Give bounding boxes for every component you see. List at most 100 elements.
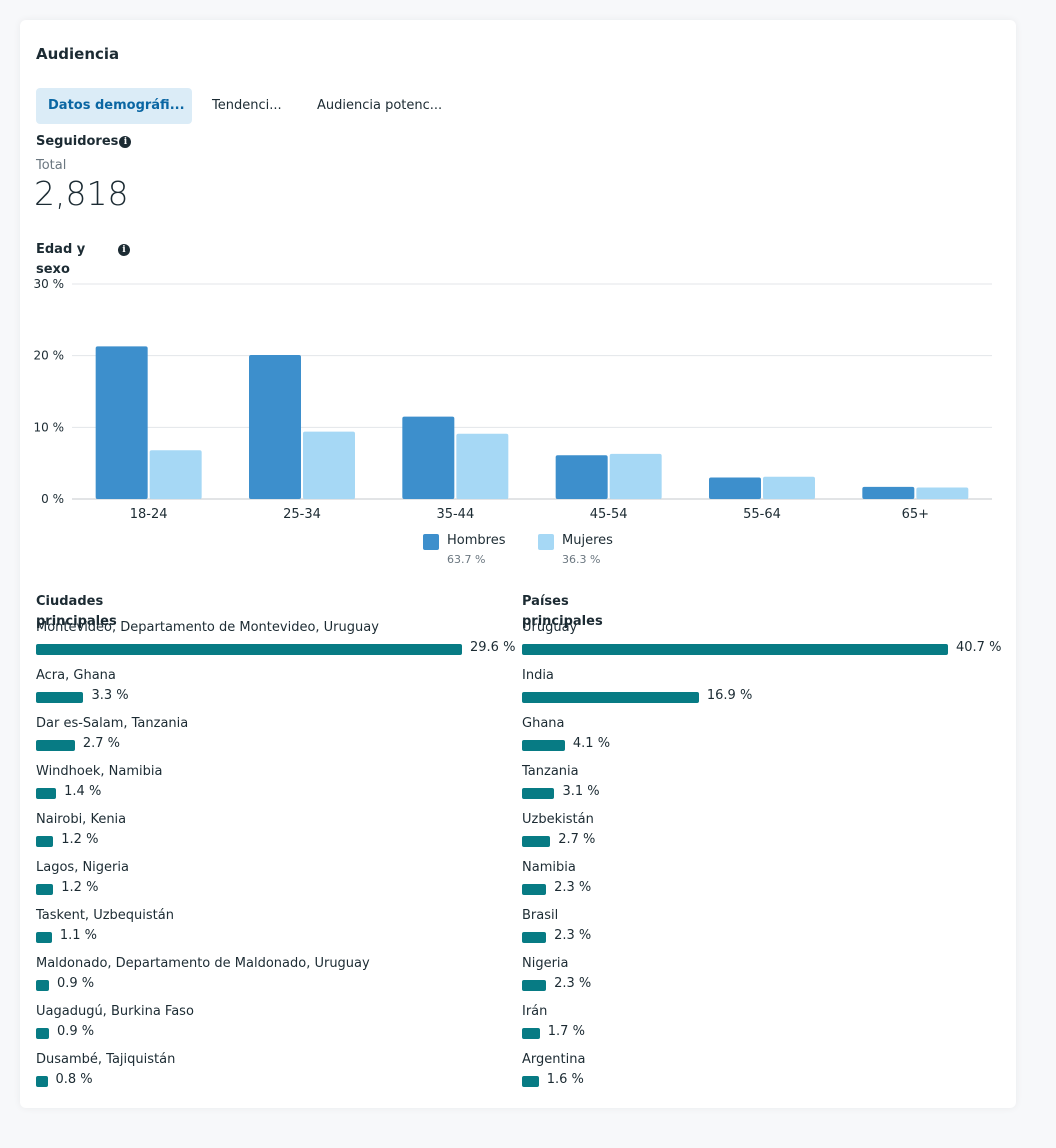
country-name: Nigeria	[522, 956, 569, 971]
country-name: Ghana	[522, 716, 565, 731]
country-bar	[522, 1076, 539, 1087]
city-name: Dusambé, Tajiquistán	[36, 1052, 176, 1067]
hombres-swatch	[423, 534, 439, 550]
country-bar	[522, 980, 547, 991]
country-name: Uruguay	[522, 620, 578, 635]
total-value: 2,818	[34, 174, 129, 213]
top-cities-title: Ciudades principales	[36, 594, 117, 629]
country-name: Brasil	[522, 908, 559, 923]
country-name: Namibia	[522, 860, 576, 875]
x-tick-label: 18-24	[130, 507, 168, 520]
city-value: 0.9 %	[56, 976, 95, 991]
country-bar	[522, 836, 551, 847]
bar-hombres-25-34	[249, 354, 301, 499]
city-bar	[36, 692, 84, 703]
city-bar	[36, 644, 462, 655]
city-bar	[36, 884, 54, 895]
city-value: 1.2 %	[61, 832, 99, 847]
legend-label: Mujeres	[562, 533, 613, 548]
y-tick-label: 30 %	[34, 277, 65, 291]
followers-heading: Seguidores i	[36, 134, 132, 149]
y-tick-label: 0 %	[41, 492, 64, 506]
city-bar	[36, 740, 75, 751]
legend-label: Hombres	[447, 533, 506, 548]
bar-mujeres-25-34	[303, 431, 355, 499]
city-name: Dar es-Salam, Tanzania	[36, 716, 189, 731]
tab-trends[interactable]: Tendenci...	[212, 98, 282, 113]
top-countries-title: Países principales	[522, 594, 603, 629]
country-value: 2.3 %	[554, 880, 592, 895]
city-bar	[36, 1028, 49, 1039]
city-value: 0.9 %	[56, 1024, 95, 1039]
bar-hombres-55-64	[709, 477, 761, 499]
country-bar	[522, 932, 547, 943]
x-tick-label: 25-34	[283, 507, 321, 520]
country-value: 16.9 %	[706, 688, 753, 703]
country-value: 40.7 %	[956, 640, 1002, 655]
country-bar	[522, 1028, 540, 1039]
city-bar	[36, 1076, 48, 1087]
country-bar	[522, 884, 547, 895]
city-bar	[36, 788, 57, 799]
bar-hombres-65+	[862, 486, 915, 499]
country-bar	[522, 740, 565, 751]
city-value: 1.2 %	[61, 880, 99, 895]
city-name: Uagadugú, Burkina Faso	[36, 1004, 194, 1019]
city-bar	[36, 932, 52, 943]
country-name: Argentina	[522, 1052, 586, 1067]
country-bar	[522, 692, 699, 703]
tab-potential-audience[interactable]: Audiencia potenc...	[317, 98, 443, 113]
country-name: Tanzania	[522, 764, 579, 779]
audience-card: Audiencia Datos demográfi... Tendenci...…	[20, 20, 1016, 1108]
city-name: Windhoek, Namibia	[36, 764, 163, 779]
bar-mujeres-45-54	[609, 453, 662, 499]
x-tick-label: 55-64	[743, 507, 781, 520]
total-label: Total	[36, 158, 67, 173]
country-name: Irán	[522, 1004, 548, 1019]
country-value: 1.7 %	[547, 1024, 585, 1039]
country-name: India	[522, 668, 554, 683]
city-name: Lagos, Nigeria	[36, 860, 129, 875]
info-icon[interactable]: i	[118, 244, 130, 256]
country-bar	[522, 644, 948, 655]
city-name: Nairobi, Kenia	[36, 812, 127, 827]
country-value: 1.6 %	[546, 1072, 584, 1087]
city-value: 1.4 %	[64, 784, 102, 799]
age-sex-title: Edad y sexo	[36, 242, 86, 277]
bar-mujeres-18-24	[149, 450, 202, 499]
city-value: 0.8 %	[55, 1072, 93, 1087]
x-tick-label: 45-54	[590, 507, 628, 520]
bar-hombres-45-54	[555, 455, 608, 499]
followers-title: Seguidores	[36, 134, 119, 149]
city-value: 2.7 %	[82, 736, 121, 751]
city-name: Acra, Ghana	[36, 668, 116, 683]
info-icon[interactable]: i	[119, 136, 132, 148]
y-tick-label: 20 %	[34, 349, 65, 363]
country-name: Uzbekistán	[522, 812, 594, 827]
country-value: 3.1 %	[562, 784, 600, 799]
city-name: Maldonado, Departamento de Maldonado, Ur…	[36, 956, 370, 971]
age-sex-chart: 0 % 10 % 20 % 30 % 18-24 25-34 35-44 45-54 55-64…	[34, 277, 992, 520]
country-value: 2.3 %	[554, 928, 592, 943]
mujeres-swatch	[538, 534, 554, 550]
legend-pct: 36.3 %	[562, 553, 601, 566]
bar-hombres-35-44	[402, 416, 455, 499]
city-value: 29.6 %	[470, 640, 516, 655]
city-value: 3.3 %	[91, 688, 129, 703]
country-value: 2.7 %	[558, 832, 596, 847]
y-tick-label: 10 %	[34, 420, 65, 434]
city-value: 1.1 %	[59, 928, 97, 943]
legend-pct: 63.7 %	[447, 553, 486, 566]
x-tick-label: 65+	[902, 507, 929, 520]
bar-hombres-18-24	[95, 346, 148, 499]
bar-mujeres-65+	[916, 487, 969, 499]
x-tick-label: 35-44	[436, 507, 474, 520]
tab-demographics[interactable]: Datos demográfi...	[36, 88, 192, 124]
city-name: Montevideo, Departamento de Montevideo, …	[36, 620, 379, 635]
country-bar	[522, 788, 555, 799]
city-bar	[36, 836, 54, 847]
country-value: 2.3 %	[554, 976, 592, 991]
city-bar	[36, 980, 49, 991]
country-value: 4.1 %	[572, 736, 611, 751]
city-name: Taskent, Uzbequistán	[36, 908, 174, 923]
